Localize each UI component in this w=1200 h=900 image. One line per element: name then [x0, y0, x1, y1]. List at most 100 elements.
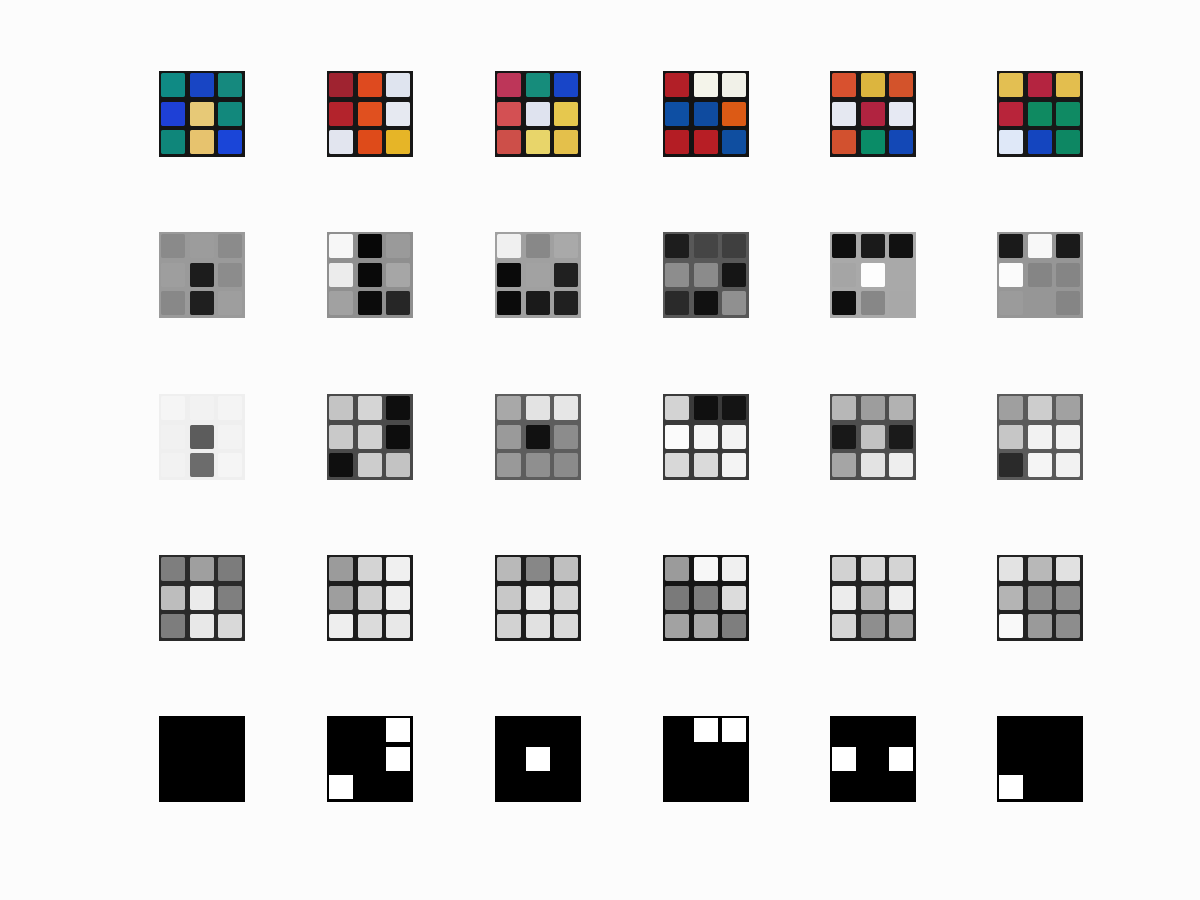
tile [999, 73, 1023, 97]
tile [329, 746, 353, 771]
tile [357, 746, 382, 771]
tile [999, 262, 1023, 287]
tile [1027, 424, 1052, 449]
tile [525, 291, 550, 316]
tile [860, 424, 885, 449]
panel-saturation-1 [159, 394, 245, 480]
tile [1027, 73, 1052, 97]
tile [189, 262, 214, 287]
tile [722, 557, 747, 581]
tile [722, 718, 747, 742]
tile [1027, 130, 1052, 155]
tile [329, 396, 353, 420]
tile [832, 101, 856, 126]
tile [386, 73, 411, 97]
tile [357, 396, 382, 420]
tile [161, 101, 185, 126]
tile [329, 101, 353, 126]
tile [860, 585, 885, 610]
tile [1027, 775, 1052, 800]
tile [1056, 424, 1081, 449]
tile [722, 585, 747, 610]
tile [722, 424, 747, 449]
tile [525, 396, 550, 420]
panel-saturation-6 [997, 394, 1083, 480]
tile [497, 262, 521, 287]
tile [693, 746, 718, 771]
tile [554, 585, 579, 610]
tile [357, 101, 382, 126]
tile [386, 396, 411, 420]
tile [386, 718, 411, 742]
tile [554, 424, 579, 449]
panel-binary-3 [495, 716, 581, 802]
tile [329, 775, 353, 800]
panel-binary-4 [663, 716, 749, 802]
panel-rgb-6 [997, 71, 1083, 157]
tile [218, 262, 243, 287]
tile [860, 73, 885, 97]
tile [860, 101, 885, 126]
tile [525, 130, 550, 155]
tile [497, 585, 521, 610]
tile [189, 614, 214, 639]
tile [722, 291, 747, 316]
tile [386, 130, 411, 155]
tile [161, 234, 185, 258]
tile [693, 775, 718, 800]
tile [525, 453, 550, 478]
tile [554, 718, 579, 742]
panel-value-2 [327, 555, 413, 641]
tile [218, 718, 243, 742]
tile [832, 424, 856, 449]
tile [357, 291, 382, 316]
tile [832, 291, 856, 316]
tile [357, 718, 382, 742]
tile [161, 73, 185, 97]
tile [693, 234, 718, 258]
tile [1027, 234, 1052, 258]
tile [218, 775, 243, 800]
tile [497, 453, 521, 478]
tile [189, 291, 214, 316]
tile [999, 775, 1023, 800]
tile [665, 453, 689, 478]
tile [161, 775, 185, 800]
tile [1056, 585, 1081, 610]
tile [1056, 234, 1081, 258]
tile [665, 73, 689, 97]
tile [722, 234, 747, 258]
panel-binary-2 [327, 716, 413, 802]
tile [1056, 73, 1081, 97]
tile [722, 614, 747, 639]
tile [329, 718, 353, 742]
panel-hue-2 [327, 232, 413, 318]
tile [497, 130, 521, 155]
tile [189, 746, 214, 771]
tile [860, 396, 885, 420]
tile [525, 424, 550, 449]
tile [999, 130, 1023, 155]
tile [722, 262, 747, 287]
panel-hue-4 [663, 232, 749, 318]
tile [161, 746, 185, 771]
tile [189, 234, 214, 258]
tile [161, 585, 185, 610]
tile [860, 557, 885, 581]
tile [386, 262, 411, 287]
tile [889, 130, 914, 155]
tile [497, 396, 521, 420]
tile [665, 396, 689, 420]
tile [832, 73, 856, 97]
tile [1027, 396, 1052, 420]
tile [218, 453, 243, 478]
panel-binary-6 [997, 716, 1083, 802]
tile [497, 718, 521, 742]
tile [889, 424, 914, 449]
tile [665, 614, 689, 639]
tile [525, 746, 550, 771]
tile [999, 424, 1023, 449]
tile [832, 234, 856, 258]
panel-binary-1 [159, 716, 245, 802]
tile [218, 291, 243, 316]
